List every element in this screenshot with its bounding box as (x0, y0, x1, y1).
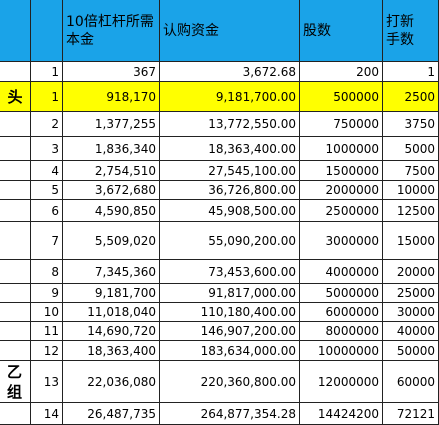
data-cell: 20000 (383, 260, 439, 284)
data-cell: 9,181,700 (63, 284, 160, 303)
data-cell: 8000000 (300, 322, 383, 341)
data-cell: 220,360,800.00 (160, 361, 300, 403)
data-cell: 12500 (383, 200, 439, 222)
data-cell: 26,487,735 (63, 403, 160, 425)
data-cell: 200 (300, 62, 383, 82)
row-index: 2 (31, 112, 63, 137)
data-cell: 55,090,200.00 (160, 222, 300, 260)
data-cell: 40000 (383, 322, 439, 341)
row-index: 8 (31, 260, 63, 284)
data-cell: 750000 (300, 112, 383, 137)
data-cell: 12000000 (300, 361, 383, 403)
header-cell (31, 0, 63, 62)
group-cell (0, 303, 31, 322)
data-cell: 264,877,354.28 (160, 403, 300, 425)
group-cell (0, 284, 31, 303)
data-cell: 2500 (383, 82, 439, 112)
data-cell: 7,345,360 (63, 260, 160, 284)
data-cell: 5000000 (300, 284, 383, 303)
row-index: 7 (31, 222, 63, 260)
data-cell: 60000 (383, 361, 439, 403)
header-cell (0, 0, 31, 62)
data-cell: 91,817,000.00 (160, 284, 300, 303)
group-cell (0, 112, 31, 137)
data-cell: 11,018,040 (63, 303, 160, 322)
row-index: 1 (31, 82, 63, 112)
data-cell: 3750 (383, 112, 439, 137)
data-cell: 2500000 (300, 200, 383, 222)
group-cell: 乙组 (0, 361, 31, 403)
data-cell: 36,726,800.00 (160, 181, 300, 200)
data-cell: 1000000 (300, 137, 383, 161)
group-cell (0, 62, 31, 82)
data-cell: 500000 (300, 82, 383, 112)
row-index: 5 (31, 181, 63, 200)
data-cell: 5,509,020 (63, 222, 160, 260)
row-index: 13 (31, 361, 63, 403)
row-index: 3 (31, 137, 63, 161)
data-cell: 22,036,080 (63, 361, 160, 403)
data-cell: 18,363,400 (63, 341, 160, 361)
data-cell: 10000 (383, 181, 439, 200)
data-cell: 110,180,400.00 (160, 303, 300, 322)
data-cell: 18,363,400.00 (160, 137, 300, 161)
data-cell: 2,754,510 (63, 161, 160, 181)
data-cell: 9,181,700.00 (160, 82, 300, 112)
data-cell: 1500000 (300, 161, 383, 181)
row-index: 4 (31, 161, 63, 181)
data-cell: 15000 (383, 222, 439, 260)
data-cell: 367 (63, 62, 160, 82)
data-cell: 1,377,255 (63, 112, 160, 137)
header-cell: 打新手数 (383, 0, 439, 62)
data-cell: 3,672,680 (63, 181, 160, 200)
header-cell: 10倍杠杆所需本金 (63, 0, 160, 62)
row-index: 11 (31, 322, 63, 341)
data-cell: 14,690,720 (63, 322, 160, 341)
group-cell (0, 222, 31, 260)
data-cell: 72121 (383, 403, 439, 425)
data-cell: 7500 (383, 161, 439, 181)
data-cell: 918,170 (63, 82, 160, 112)
data-cell: 45,908,500.00 (160, 200, 300, 222)
data-cell: 4000000 (300, 260, 383, 284)
group-cell (0, 403, 31, 425)
data-cell: 4,590,850 (63, 200, 160, 222)
row-index: 12 (31, 341, 63, 361)
data-cell: 1 (383, 62, 439, 82)
header-cell: 认购资金 (160, 0, 300, 62)
data-cell: 3000000 (300, 222, 383, 260)
group-cell (0, 260, 31, 284)
data-cell: 73,453,600.00 (160, 260, 300, 284)
data-cell: 2000000 (300, 181, 383, 200)
data-cell: 10000000 (300, 341, 383, 361)
row-index: 9 (31, 284, 63, 303)
data-cell: 13,772,550.00 (160, 112, 300, 137)
data-cell: 5000 (383, 137, 439, 161)
data-cell: 50000 (383, 341, 439, 361)
data-cell: 25000 (383, 284, 439, 303)
data-cell: 14424200 (300, 403, 383, 425)
group-cell: 头 (0, 82, 31, 112)
header-cell: 股数 (300, 0, 383, 62)
data-cell: 146,907,200.00 (160, 322, 300, 341)
data-cell: 6000000 (300, 303, 383, 322)
group-cell (0, 341, 31, 361)
data-cell: 27,545,100.00 (160, 161, 300, 181)
group-cell (0, 137, 31, 161)
row-index: 14 (31, 403, 63, 425)
data-cell: 30000 (383, 303, 439, 322)
group-cell (0, 161, 31, 181)
row-index: 10 (31, 303, 63, 322)
data-cell: 3,672.68 (160, 62, 300, 82)
data-cell: 1,836,340 (63, 137, 160, 161)
data-cell: 183,634,000.00 (160, 341, 300, 361)
group-cell (0, 181, 31, 200)
row-index: 6 (31, 200, 63, 222)
group-cell (0, 200, 31, 222)
group-cell (0, 322, 31, 341)
row-index: 1 (31, 62, 63, 82)
